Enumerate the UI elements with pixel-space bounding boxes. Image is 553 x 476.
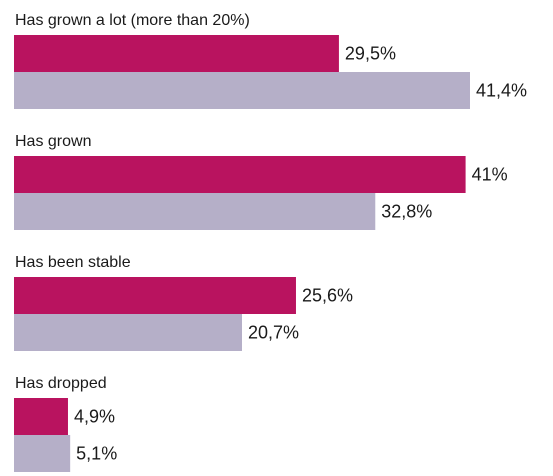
bar-series-2 (14, 435, 71, 472)
data-label: 25,6% (302, 286, 353, 306)
data-label: 32,8% (381, 202, 432, 222)
data-label: 41,4% (476, 81, 527, 101)
category-group: Has grown 41% 32,8% (14, 133, 508, 230)
data-label: 20,7% (248, 323, 299, 343)
category-label: Has been stable (15, 254, 131, 271)
bar-series-1 (14, 277, 296, 314)
bar-series-2 (14, 314, 242, 351)
bar-series-2 (14, 193, 376, 230)
bar-series-1 (14, 35, 339, 72)
bar-series-1 (14, 398, 68, 435)
data-label: 4,9% (74, 407, 115, 427)
data-label: 5,1% (76, 444, 117, 464)
category-label: Has dropped (15, 375, 107, 392)
data-label: 29,5% (345, 44, 396, 64)
category-group: Has been stable 25,6%20,7% (14, 254, 353, 351)
category-group: Has dropped 4,9% 5,1% (14, 375, 117, 472)
category-label: Has grown (15, 133, 91, 150)
bar-series-2 (14, 72, 470, 109)
bar-series-1 (14, 156, 466, 193)
plot-area: Has grown a lot (more than 20%) 29,5% 41,4… (14, 12, 527, 472)
category-label: Has grown a lot (more than 20%) (15, 12, 250, 29)
category-group: Has grown a lot (more than 20%) 29,5% 41,4… (14, 12, 527, 109)
data-label: 41% (472, 165, 508, 185)
